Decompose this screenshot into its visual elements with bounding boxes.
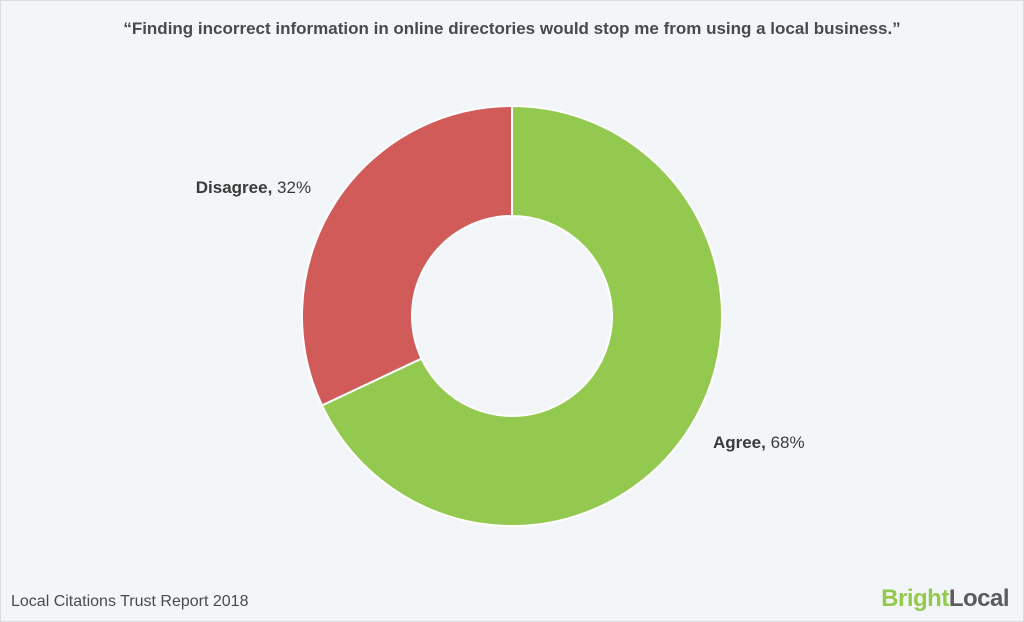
slice-label-value: 32% [272, 178, 311, 197]
brand-logo: BrightLocal [881, 585, 1009, 613]
slice-label-disagree: Disagree, 32% [196, 178, 311, 198]
chart-area: Agree, 68% Disagree, 32% [1, 61, 1023, 571]
slice-label-name: Disagree, [196, 178, 273, 197]
footer-source: Local Citations Trust Report 2018 [11, 593, 248, 611]
slice-label-name: Agree, [713, 433, 766, 452]
brand-part1: Bright [881, 585, 949, 612]
brand-part2: Local [949, 585, 1009, 612]
slice-label-agree: Agree, 68% [713, 433, 805, 453]
slice-label-value: 68% [766, 433, 805, 452]
donut-chart [298, 102, 726, 530]
donut-slice-disagree [302, 106, 512, 405]
chart-title: “Finding incorrect information in online… [1, 19, 1023, 39]
